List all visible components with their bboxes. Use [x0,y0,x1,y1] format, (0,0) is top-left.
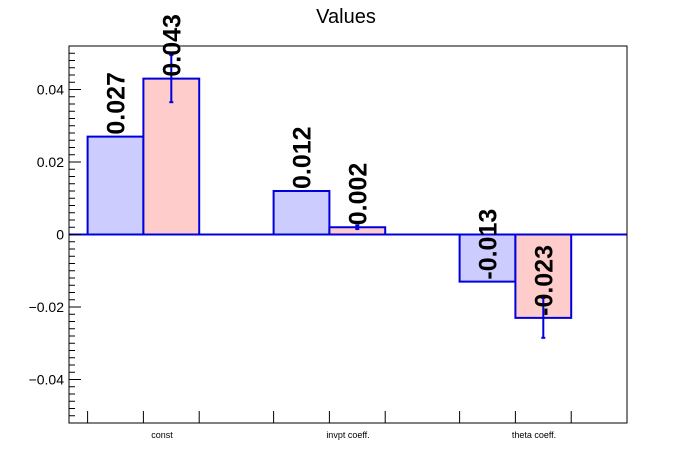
value-label-s0-0: 0.027 [103,72,131,135]
value-label-s1-1: 0.002 [344,163,372,226]
value-label-s1-2: -0.023 [530,245,558,316]
y-tick-label: −0.04 [29,372,65,388]
value-label-s0-2: -0.013 [475,209,503,280]
bar-s0-2 [458,233,517,283]
y-tick-label: −0.02 [29,299,65,315]
y-tick-label: 0 [56,227,64,243]
value-labels-layer: 0.027 0.012 -0.013 0.043 0.002 -0.023 [103,14,559,316]
bars-layer [86,77,573,319]
x-category-label: invpt coeff. [326,430,369,440]
bar-s1-0 [142,77,201,236]
x-category-label: theta coeff. [512,430,556,440]
bar-s0-1 [272,190,331,236]
chart-title: Values [316,6,376,28]
bar-s0-0 [86,135,145,236]
y-tick-label: 0.04 [37,82,64,98]
axes-frame: −0.04 −0.02 0 0.02 0.04 const invpt coeff. thet… [29,45,628,440]
x-category-label: const [151,430,173,440]
value-label-s1-0: 0.043 [158,14,186,77]
value-label-s0-1: 0.012 [289,126,317,189]
y-tick-label: 0.02 [37,154,64,170]
error-bars-layer [169,54,546,339]
